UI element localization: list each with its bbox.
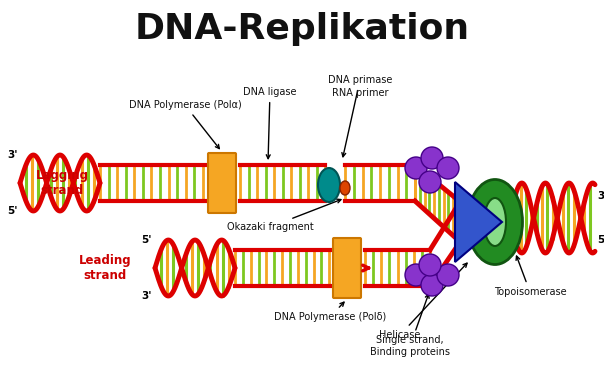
Ellipse shape	[467, 180, 522, 264]
Circle shape	[437, 264, 459, 286]
Text: 5': 5'	[7, 206, 18, 216]
Text: Topoisomerase: Topoisomerase	[493, 256, 567, 297]
FancyBboxPatch shape	[333, 238, 361, 298]
Text: 3': 3'	[7, 150, 18, 160]
Ellipse shape	[484, 198, 506, 246]
Circle shape	[419, 171, 441, 193]
Text: 3': 3'	[597, 191, 604, 201]
Text: Leading
strand: Leading strand	[79, 254, 131, 282]
Text: DNA ligase: DNA ligase	[243, 87, 297, 159]
Circle shape	[405, 157, 427, 179]
Ellipse shape	[318, 168, 340, 202]
Polygon shape	[455, 182, 502, 262]
Circle shape	[437, 157, 459, 179]
Ellipse shape	[340, 181, 350, 195]
Text: DNA Polymerase (Polα): DNA Polymerase (Polα)	[129, 100, 242, 148]
Text: DNA Polymerase (Polδ): DNA Polymerase (Polδ)	[274, 302, 386, 322]
Text: Helicase: Helicase	[379, 263, 467, 340]
Text: Lagging
strand: Lagging strand	[36, 169, 89, 197]
Text: RNA primer: RNA primer	[332, 88, 388, 98]
Text: DNA primase: DNA primase	[328, 75, 392, 157]
Text: 5': 5'	[597, 235, 604, 245]
Text: 5': 5'	[141, 235, 152, 245]
Text: 3': 3'	[141, 291, 152, 301]
Circle shape	[421, 147, 443, 169]
Circle shape	[419, 254, 441, 276]
FancyBboxPatch shape	[208, 153, 236, 213]
Circle shape	[405, 264, 427, 286]
Text: Okazaki fragment: Okazaki fragment	[226, 199, 341, 232]
Text: DNA-Replikation: DNA-Replikation	[135, 12, 469, 46]
Text: Single strand,
Binding proteins: Single strand, Binding proteins	[370, 294, 450, 357]
Circle shape	[421, 274, 443, 296]
